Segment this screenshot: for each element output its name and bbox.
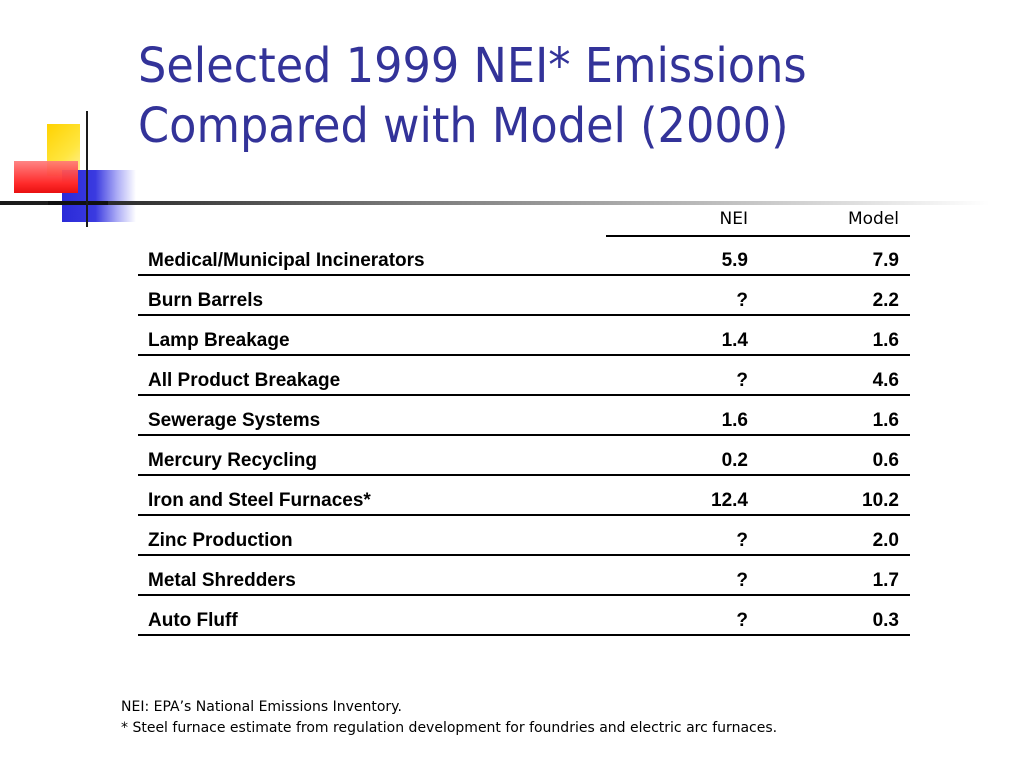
decorative-horizontal-bar bbox=[48, 201, 108, 205]
row-name: Auto Fluff bbox=[148, 610, 238, 631]
row-name: All Product Breakage bbox=[148, 370, 341, 391]
row-name: Iron and Steel Furnaces* bbox=[148, 490, 371, 511]
row-name: Metal Shredders bbox=[148, 570, 296, 591]
row-nei-value: 1.6 bbox=[721, 410, 748, 431]
row-divider bbox=[138, 274, 910, 276]
row-divider bbox=[138, 474, 910, 476]
row-nei-value: 12.4 bbox=[711, 490, 748, 511]
row-name: Zinc Production bbox=[148, 530, 293, 551]
row-name: Burn Barrels bbox=[148, 290, 264, 311]
table-header: NEI Model bbox=[138, 206, 910, 237]
row-divider bbox=[138, 514, 910, 516]
row-model-value: 10.2 bbox=[862, 490, 899, 511]
row-nei-value: 1.4 bbox=[721, 330, 748, 351]
row-divider bbox=[138, 594, 910, 596]
row-nei-value: ? bbox=[736, 570, 748, 591]
decorative-vertical-line bbox=[86, 111, 88, 227]
row-divider bbox=[138, 354, 910, 356]
title-divider-line bbox=[0, 201, 990, 205]
row-divider bbox=[138, 314, 910, 316]
row-model-value: 4.6 bbox=[872, 370, 899, 391]
table-row: Sewerage Systems 1.6 1.6 bbox=[138, 396, 910, 436]
table-row: Lamp Breakage 1.4 1.6 bbox=[138, 316, 910, 356]
table-row: Zinc Production? 2.0 bbox=[138, 516, 910, 556]
table-row: All Product Breakage? 4.6 bbox=[138, 356, 910, 396]
row-model-value: 1.6 bbox=[872, 330, 899, 351]
header-model: Model bbox=[847, 209, 899, 229]
slide-title: Selected 1999 NEI* Emissions Compared wi… bbox=[138, 36, 956, 156]
row-divider bbox=[138, 394, 910, 396]
row-divider bbox=[138, 434, 910, 436]
row-nei-value: 5.9 bbox=[721, 250, 748, 271]
row-model-value: 0.6 bbox=[872, 450, 899, 471]
row-nei-value: ? bbox=[736, 530, 748, 551]
row-model-value: 2.2 bbox=[872, 290, 899, 311]
table-row: Auto Fluff? 0.3 bbox=[138, 596, 910, 636]
table-body: Medical/Municipal Incinerators 5.9 7.9 Burn… bbox=[138, 236, 910, 636]
row-divider bbox=[138, 554, 910, 556]
row-divider bbox=[138, 634, 910, 636]
row-name: Sewerage Systems bbox=[148, 410, 321, 431]
row-nei-value: 0.2 bbox=[721, 450, 748, 471]
row-name: Medical/Municipal Incinerators bbox=[148, 250, 425, 271]
row-model-value: 1.6 bbox=[872, 410, 899, 431]
row-model-value: 7.9 bbox=[872, 250, 899, 271]
row-nei-value: ? bbox=[736, 290, 748, 311]
emissions-table: NEI Model Medical/Municipal Incinerators… bbox=[138, 206, 910, 636]
slide-title-line2: Compared with Model (2000) bbox=[138, 98, 789, 154]
footnote-nei: NEI: EPA’s National Emissions Inventory. bbox=[121, 699, 402, 715]
row-name: Lamp Breakage bbox=[148, 330, 290, 351]
row-name: Mercury Recycling bbox=[148, 450, 317, 471]
table-row: Burn Barrels? 2.2 bbox=[138, 276, 910, 316]
row-model-value: 0.3 bbox=[872, 610, 899, 631]
decorative-red-square bbox=[14, 161, 78, 193]
table-row: Mercury Recycling 0.2 0.6 bbox=[138, 436, 910, 476]
footnotes: NEI: EPA’s National Emissions Inventory.… bbox=[121, 697, 777, 739]
table-row: Medical/Municipal Incinerators 5.9 7.9 bbox=[138, 236, 910, 276]
slide-title-line1: Selected 1999 NEI* Emissions bbox=[138, 38, 807, 94]
table-row: Iron and Steel Furnaces* 12.4 10.2 bbox=[138, 476, 910, 516]
header-underline bbox=[606, 235, 910, 237]
row-nei-value: ? bbox=[736, 370, 748, 391]
header-nei: NEI bbox=[719, 209, 748, 229]
table-row: Metal Shredders? 1.7 bbox=[138, 556, 910, 596]
row-nei-value: ? bbox=[736, 610, 748, 631]
footnote-steel: * Steel furnace estimate from regulation… bbox=[121, 720, 778, 736]
row-model-value: 1.7 bbox=[872, 570, 899, 591]
row-model-value: 2.0 bbox=[872, 530, 899, 551]
